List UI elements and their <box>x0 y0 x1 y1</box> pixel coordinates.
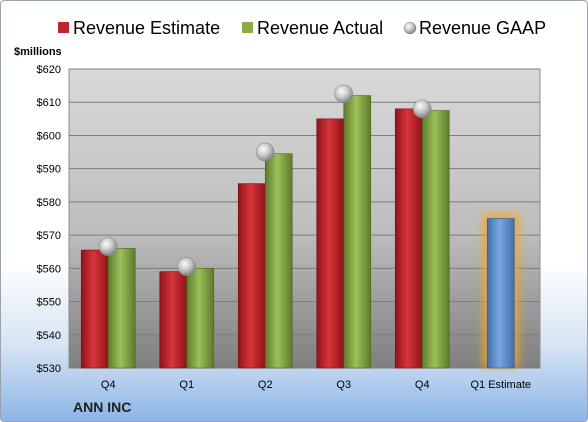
marker-revenue-gaap <box>98 237 118 257</box>
x-tick-label: Q1 Estimate <box>470 379 531 391</box>
marker-revenue-gaap <box>255 142 275 162</box>
bar-revenue-actual <box>343 95 372 369</box>
x-tick-label: Q3 <box>336 379 351 391</box>
bar-revenue-actual <box>107 248 136 369</box>
y-tick-label: $580 <box>37 197 61 209</box>
y-tick-label: $590 <box>37 164 61 176</box>
bar-revenue-forecast <box>486 218 515 369</box>
marker-revenue-gaap <box>177 257 197 276</box>
y-tick-label: $530 <box>37 363 61 375</box>
y-tick-label: $620 <box>37 64 61 76</box>
plot-area <box>68 68 541 369</box>
bar-revenue-estimate <box>394 108 423 369</box>
x-tick-label: Q2 <box>258 379 273 391</box>
legend-label: Revenue GAAP <box>419 18 546 38</box>
y-tick-label: $550 <box>37 297 61 309</box>
bar-revenue-estimate <box>80 249 109 369</box>
y-tick-label: $600 <box>37 130 61 142</box>
bar-revenue-estimate <box>237 183 266 369</box>
y-tick-label: $540 <box>37 330 61 342</box>
bar-revenue-estimate <box>316 118 345 369</box>
x-tick-label: Q1 <box>179 379 194 391</box>
marker-revenue-gaap <box>334 84 354 104</box>
legend-swatch <box>403 21 417 35</box>
bar-revenue-actual <box>186 268 215 369</box>
y-axis-unit-label: $millions <box>14 46 62 58</box>
bar-revenue-actual <box>264 153 293 369</box>
x-tick-label: Q4 <box>415 379 430 391</box>
legend-swatch <box>242 22 253 33</box>
company-name: ANN INC <box>73 399 131 415</box>
marker-revenue-gaap <box>412 99 432 119</box>
bar-revenue-actual <box>421 110 450 369</box>
bar-revenue-estimate <box>159 271 188 369</box>
legend-label: Revenue Estimate <box>73 18 220 38</box>
y-tick-label: $560 <box>37 263 61 275</box>
y-tick-label: $570 <box>37 230 61 242</box>
legend-label: Revenue Actual <box>257 18 383 38</box>
legend-swatch <box>58 22 69 33</box>
y-tick-label: $610 <box>37 97 61 109</box>
x-tick-label: Q4 <box>101 379 116 391</box>
